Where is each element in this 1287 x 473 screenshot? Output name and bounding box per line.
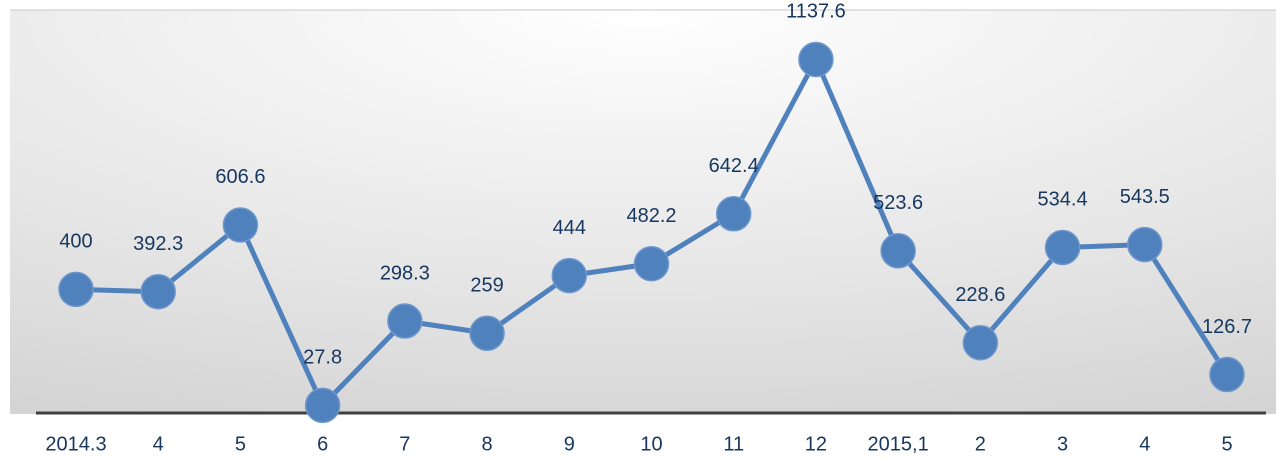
data-label: 606.6: [215, 166, 265, 188]
x-tick-label: 7: [399, 433, 410, 455]
data-label: 444: [553, 217, 586, 239]
x-tick-label: 2015,1: [868, 433, 929, 455]
data-label: 259: [470, 275, 503, 297]
x-tick-label: 6: [317, 433, 328, 455]
marker: [58, 271, 94, 308]
marker: [387, 303, 423, 339]
x-tick-label: 11: [723, 433, 744, 455]
x-tick-label: 2: [975, 433, 986, 455]
x-tick-label: 5: [235, 433, 246, 455]
marker: [633, 245, 670, 282]
x-tick-label: 5: [1221, 433, 1232, 455]
x-tick-label: 12: [805, 433, 827, 455]
data-label: 523.6: [873, 192, 923, 214]
marker: [222, 207, 259, 243]
marker: [1127, 226, 1163, 263]
marker: [798, 41, 834, 78]
x-tick-label: 9: [564, 433, 575, 455]
marker: [469, 315, 505, 352]
data-label: 543.5: [1120, 186, 1170, 208]
data-label: 392.3: [133, 233, 183, 255]
data-label: 27.8: [303, 347, 342, 369]
x-tick-label: 8: [482, 433, 493, 455]
data-label: 534.4: [1038, 189, 1088, 211]
x-tick-label: 4: [153, 433, 164, 455]
data-label: 400: [59, 231, 92, 253]
x-tick-label: 4: [1139, 433, 1150, 455]
data-label: 642.4: [709, 155, 759, 177]
marker: [1044, 229, 1081, 266]
x-tick-label: 10: [640, 433, 662, 455]
x-tick-label: 2014.3: [45, 433, 106, 455]
data-label: 482.2: [626, 205, 676, 227]
x-tick-label: 3: [1057, 433, 1068, 455]
marker: [140, 273, 176, 310]
data-label: 1137.6: [786, 1, 846, 23]
marker: [962, 325, 999, 361]
marker: [1209, 356, 1245, 393]
marker: [304, 387, 341, 424]
marker: [880, 233, 916, 269]
data-label: 228.6: [955, 284, 1005, 306]
plot-background: [10, 10, 1276, 414]
marker: [715, 196, 752, 232]
data-label: 126.7: [1202, 316, 1252, 338]
marker: [551, 257, 588, 294]
data-label: 298.3: [380, 262, 430, 284]
